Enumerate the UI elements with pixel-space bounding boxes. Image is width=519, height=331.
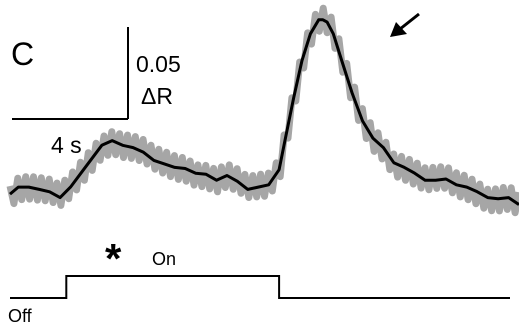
scale-bar-x-value: 4 s — [51, 132, 82, 158]
panel-label: C — [11, 36, 34, 72]
raw-trace — [6, 4, 519, 217]
stimulus-off-label: Off — [8, 306, 33, 326]
traces — [6, 4, 519, 217]
scale-bar-y-unit: ΔR — [141, 83, 173, 109]
peak-arrow-head — [390, 22, 407, 37]
peak-arrow — [390, 12, 420, 37]
asterisk-marker: * — [105, 235, 122, 282]
stimulus-on-label: On — [152, 249, 176, 269]
mean-trace — [9, 18, 519, 206]
stimulus-trace — [10, 275, 510, 299]
scale-bar-y-value: 0.05 — [136, 51, 181, 77]
scale-bar: 0.05 ΔR 4 s — [12, 27, 181, 158]
